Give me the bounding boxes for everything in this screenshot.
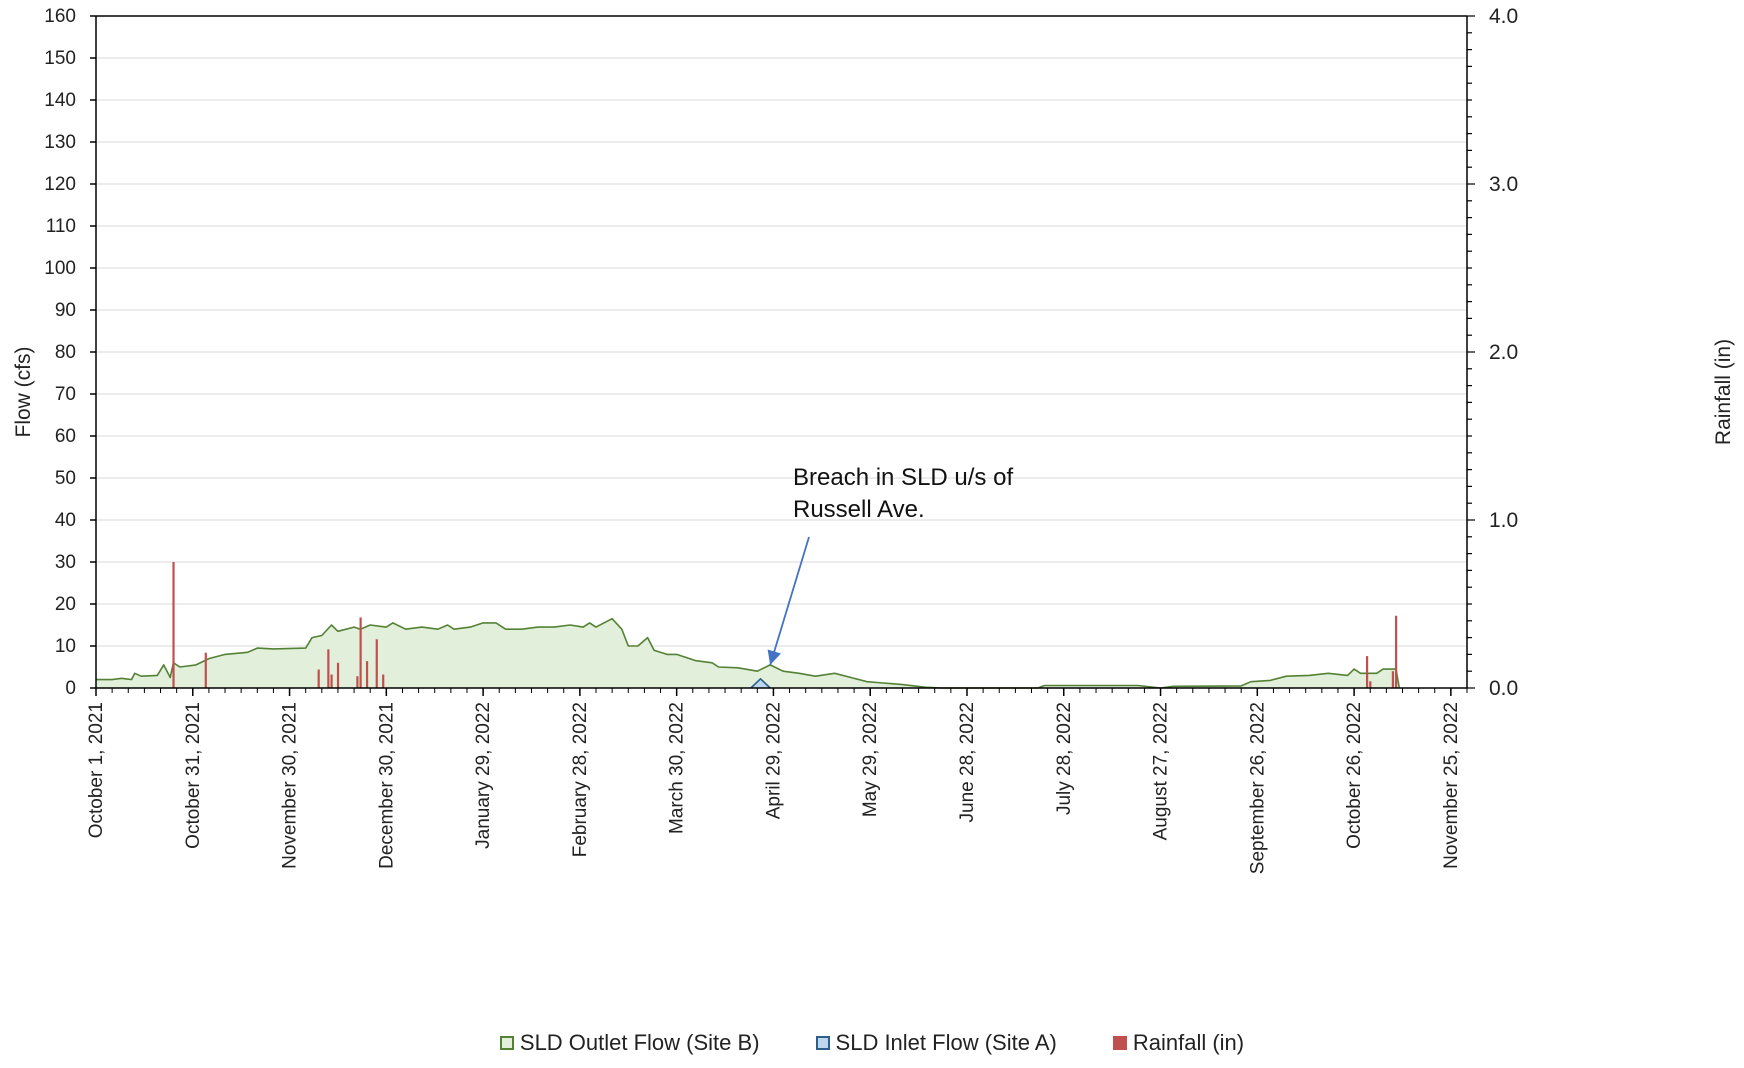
legend-label-outlet-flow: SLD Outlet Flow (Site B): [519, 1030, 760, 1055]
y-tick-label: 20: [55, 594, 76, 615]
legend: SLD Outlet Flow (Site B) SLD Inlet Flow …: [0, 1030, 1744, 1056]
legend-item-rainfall: Rainfall (in): [1112, 1030, 1245, 1056]
y-tick-label: 60: [55, 426, 76, 447]
y-tick-label: 120: [44, 174, 76, 195]
y-tick-label: 50: [55, 468, 76, 489]
x-tick-label: June 28, 2022: [957, 702, 978, 822]
series-area-1: [750, 678, 771, 688]
rainfall-bar: [336, 662, 340, 688]
rainfall-bar: [204, 652, 207, 688]
x-tick-label: January 29, 2022: [473, 702, 494, 849]
y-tick-label: 40: [55, 510, 76, 531]
y-tick-label: 140: [44, 90, 76, 111]
y-tick-label: 70: [55, 384, 76, 405]
rainfall-bar: [356, 676, 359, 688]
y2-tick-label: 4.0: [1489, 5, 1518, 28]
rainfall-bar: [1365, 656, 1369, 688]
x-tick-label: October 26, 2022: [1344, 702, 1365, 849]
legend-label-rainfall: Rainfall (in): [1132, 1030, 1245, 1055]
x-tick-label: August 27, 2022: [1151, 702, 1172, 840]
x-tick-label: April 29, 2022: [763, 702, 784, 819]
rainfall-bar: [382, 674, 385, 688]
axes-layer: 0 10 20 30 40 50 60 70 80 90 100 110 120 130 140 150 160…: [44, 5, 1518, 874]
x-tick-label: February 28, 2022: [570, 702, 591, 857]
x-tick-label: October 31, 2021: [183, 702, 204, 849]
series-area-0: [96, 618, 1400, 688]
y2-tick-label: 2.0: [1489, 341, 1518, 364]
rainfall-bar: [1369, 681, 1372, 688]
legend-swatch-rainfall: [1112, 1036, 1127, 1050]
annotation-arrow-line: [769, 536, 810, 666]
rainfall-bar: [327, 649, 330, 688]
rainfall-bar: [359, 617, 362, 688]
y-tick-label: 30: [55, 552, 76, 573]
y-tick-label: 160: [44, 6, 76, 27]
rainfall-bar: [172, 562, 175, 688]
x-tick-label: December 30, 2021: [376, 702, 397, 869]
x-tick-label: September 26, 2022: [1247, 702, 1268, 874]
gridlines: [96, 15, 1467, 647]
x-tick-label: November 25, 2022: [1441, 702, 1462, 869]
legend-item-outlet-flow: SLD Outlet Flow (Site B): [499, 1030, 760, 1056]
flow-rainfall-chart: 0 10 20 30 40 50 60 70 80 90 100 110 120 130 140 150 160…: [12, 5, 1735, 874]
y-tick-label: 80: [55, 342, 76, 363]
x-tick-label: October 1, 2021: [86, 702, 107, 838]
y2-tick-label: 1.0: [1489, 509, 1518, 532]
y-axis-title: Flow (cfs): [12, 347, 35, 438]
x-tick-label: March 30, 2022: [667, 702, 688, 834]
annotation-layer: Breach in SLD u/s of Russell Ave.: [767, 464, 1013, 666]
legend-swatch-outlet-flow: [499, 1036, 514, 1050]
annotation-arrowhead: [767, 649, 781, 665]
series-line-1: [750, 678, 771, 689]
annotation-text: Breach in SLD u/s of: [793, 464, 1013, 491]
annotation-text: Russell Ave.: [793, 496, 925, 523]
legend-label-inlet-flow: SLD Inlet Flow (Site A): [835, 1030, 1057, 1055]
y-tick-label: 110: [46, 216, 76, 237]
y2-axis-title: Rainfall (in): [1712, 339, 1735, 445]
legend-swatch-inlet-flow: [815, 1036, 830, 1050]
legend-item-inlet-flow: SLD Inlet Flow (Site A): [815, 1030, 1057, 1056]
x-tick-label: July 28, 2022: [1054, 702, 1075, 815]
rainfall-bar: [365, 661, 369, 688]
y-tick-label: 130: [44, 132, 76, 153]
y-tick-label: 10: [55, 636, 76, 657]
series-layer: [96, 562, 1401, 689]
x-tick-label: November 30, 2021: [280, 702, 301, 869]
rainfall-bar: [1391, 671, 1395, 688]
y-tick-label: 150: [44, 48, 76, 69]
rainfall-bar: [330, 674, 333, 688]
rainfall-bar: [1395, 615, 1398, 688]
rainfall-bar: [317, 669, 320, 688]
x-tick-label: May 29, 2022: [860, 702, 881, 817]
y2-tick-label: 3.0: [1489, 173, 1518, 196]
y-tick-label: 0: [65, 678, 76, 699]
y-tick-label: 100: [44, 258, 76, 279]
y-tick-label: 90: [55, 300, 76, 321]
y2-tick-label: 0.0: [1489, 677, 1518, 700]
rainfall-bar: [375, 639, 378, 688]
